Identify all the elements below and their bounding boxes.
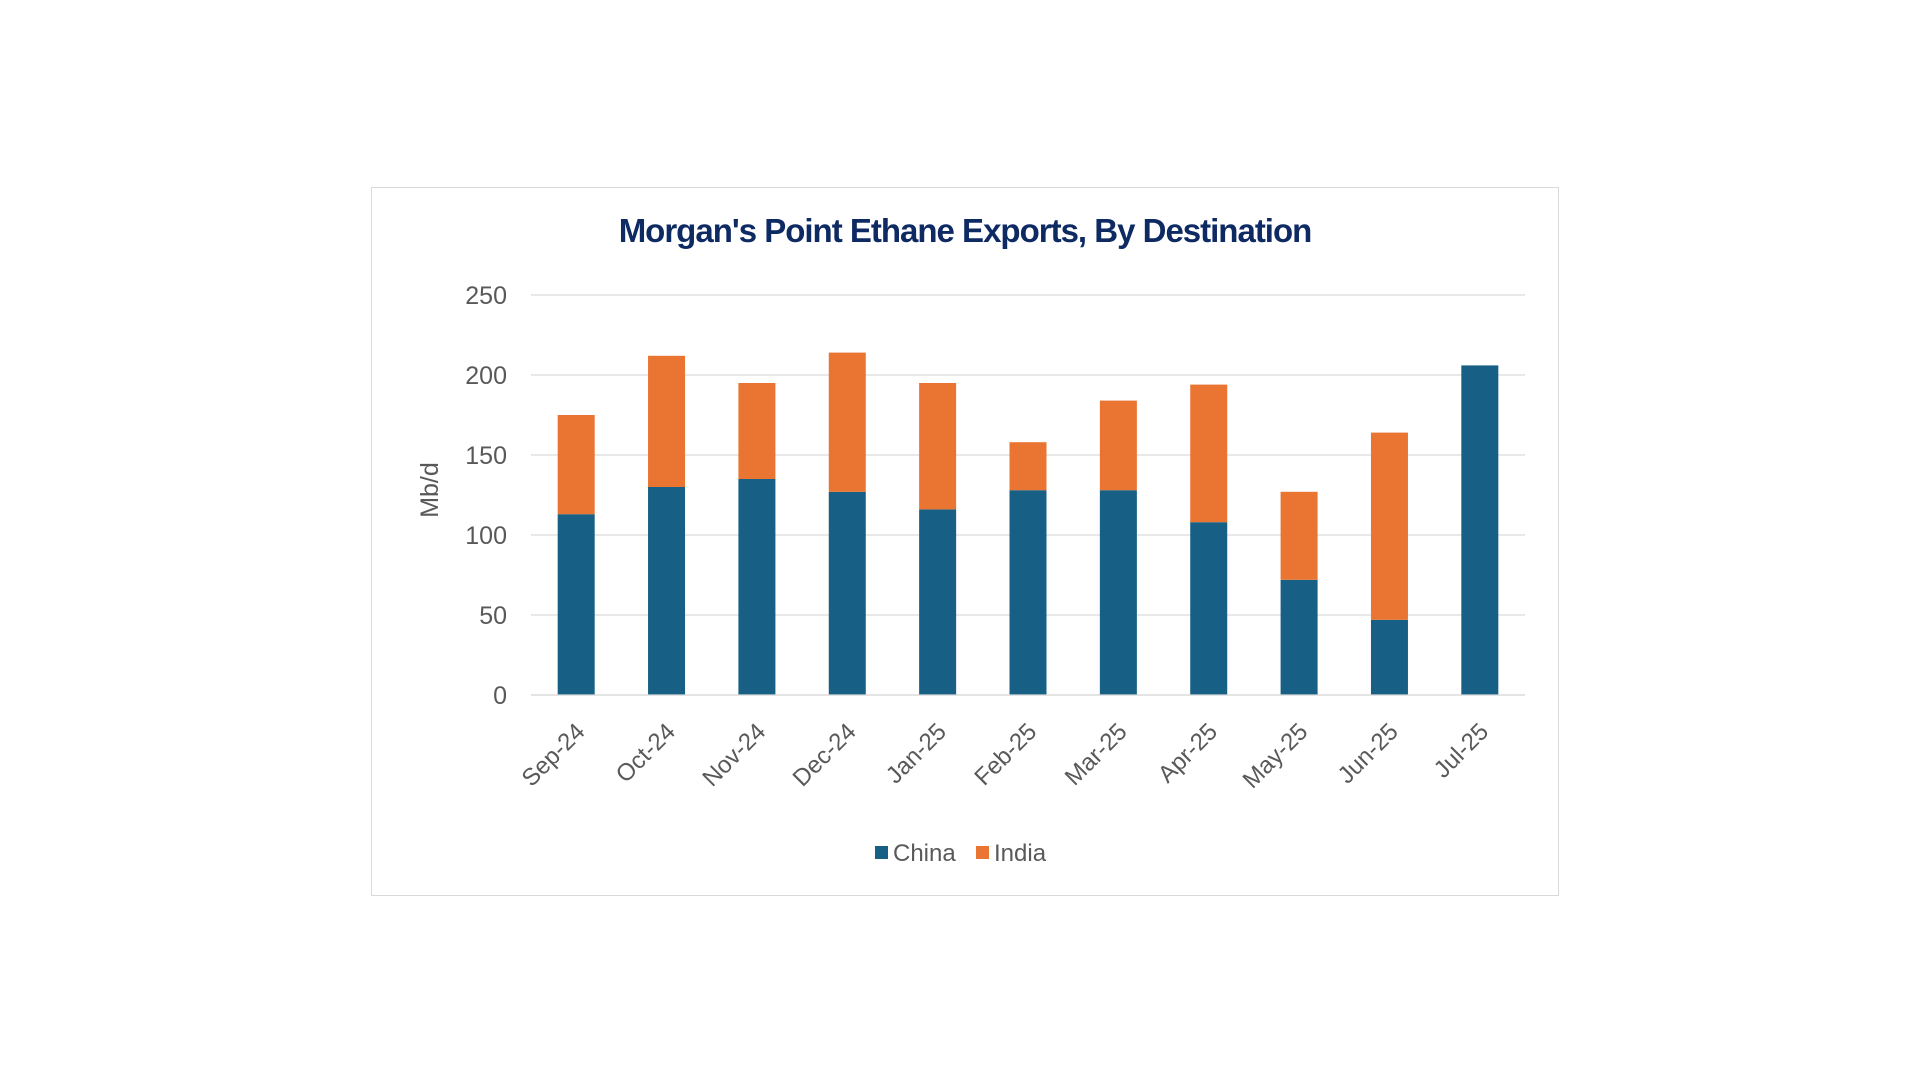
chart-container: Morgan's Point Ethane Exports, By Destin…: [371, 187, 1559, 896]
legend-label-china: China: [893, 840, 956, 867]
x-tick-label: Feb-25: [969, 718, 1042, 791]
bar-china-apr-25: [1190, 522, 1228, 695]
bar-india-apr-25: [1190, 384, 1228, 523]
bar-china-feb-25: [1009, 490, 1047, 695]
y-tick-label: 50: [479, 602, 507, 630]
y-axis-label: Mb/d: [416, 462, 444, 518]
x-axis-ticks: Sep-24 Oct-24 Nov-24 Dec-24 Jan-25 Feb-25 Mar-…: [517, 718, 1494, 794]
bar-india-dec-24: [828, 352, 866, 492]
bar-china-may-25: [1280, 579, 1318, 695]
bar-india-may-25: [1280, 491, 1318, 580]
y-tick-label: 200: [465, 362, 507, 390]
bar-china-nov-24: [738, 479, 776, 695]
x-tick-label: Jul-25: [1429, 718, 1494, 783]
legend-swatch-india: [976, 846, 989, 859]
x-tick-label: Dec-24: [788, 718, 862, 792]
x-tick-label: Mar-25: [1060, 718, 1133, 791]
bar-india-jun-25: [1370, 432, 1408, 620]
y-tick-label: 0: [493, 682, 507, 710]
x-tick-label: Sep-24: [517, 718, 591, 792]
stacked-bar-chart: 0 50 100 150 200 250 Sep-24 Oct-24 Nov-24 Dec-24…: [416, 282, 1525, 867]
bar-india-mar-25: [1099, 400, 1137, 491]
bar-india-jan-25: [919, 383, 957, 510]
y-tick-label: 250: [465, 282, 507, 310]
bar-china-jan-25: [919, 509, 957, 695]
bar-china-mar-25: [1099, 490, 1137, 695]
bar-india-feb-25: [1009, 442, 1047, 491]
x-tick-label: Oct-24: [611, 718, 681, 788]
bar-china-jul-25: [1461, 365, 1499, 695]
bar-china-sep-24: [557, 514, 595, 695]
legend-label-india: India: [994, 840, 1047, 867]
x-tick-label: Jan-25: [881, 718, 952, 789]
bar-india-nov-24: [738, 383, 776, 479]
x-tick-label: Jun-25: [1333, 718, 1404, 789]
bar-china-oct-24: [648, 487, 686, 695]
x-tick-label: May-25: [1238, 718, 1314, 794]
legend-swatch-china: [875, 846, 888, 859]
x-tick-label: Apr-25: [1153, 718, 1223, 788]
bar-china-dec-24: [828, 491, 866, 695]
bar-india-oct-24: [648, 355, 686, 487]
bars: [531, 352, 1525, 696]
legend: China India: [875, 840, 1047, 867]
y-tick-label: 100: [465, 522, 507, 550]
x-tick-label: Nov-24: [697, 718, 771, 792]
y-axis-ticks: 0 50 100 150 200 250: [465, 282, 507, 710]
bar-india-sep-24: [557, 415, 595, 515]
chart-title: Morgan's Point Ethane Exports, By Destin…: [618, 212, 1313, 249]
bar-china-jun-25: [1370, 619, 1408, 695]
y-tick-label: 150: [465, 442, 507, 470]
